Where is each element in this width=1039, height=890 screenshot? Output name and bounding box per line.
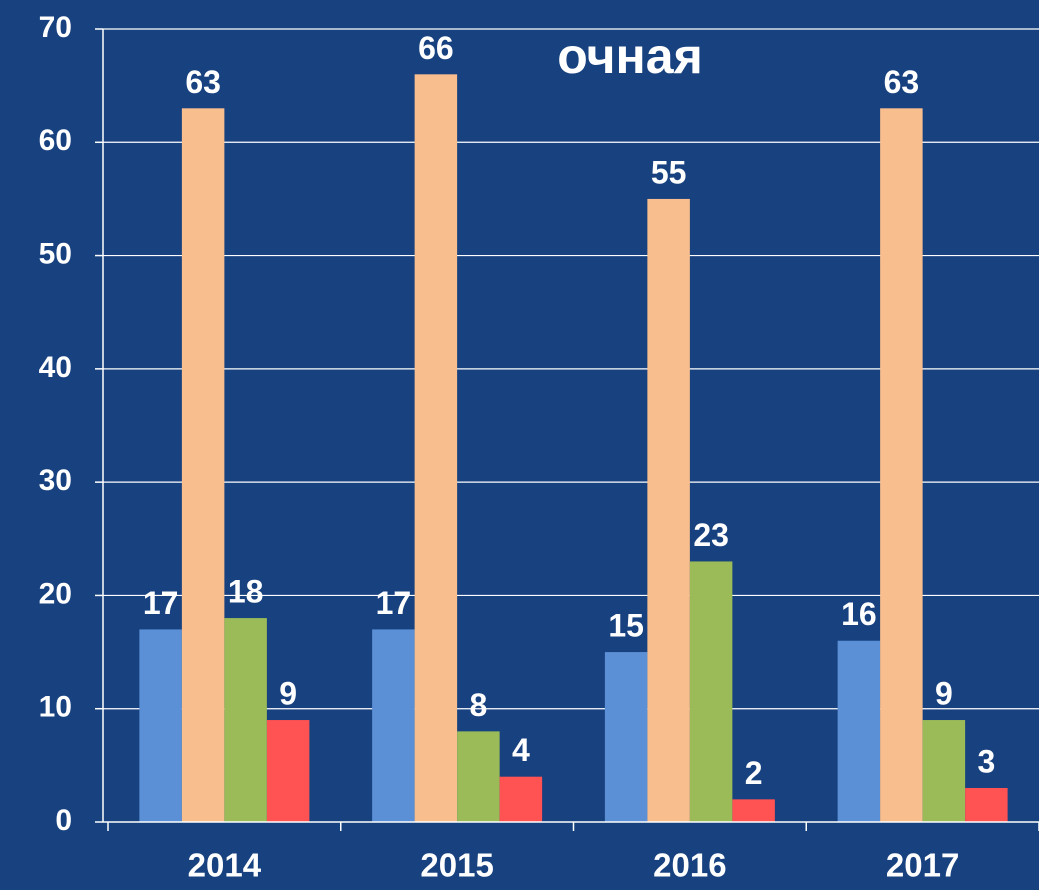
- data-label: 63: [884, 64, 920, 100]
- bar: [965, 788, 1008, 822]
- data-label: 55: [651, 154, 687, 190]
- data-label: 16: [841, 596, 877, 632]
- y-tick-label: 70: [39, 11, 72, 44]
- bar: [372, 629, 415, 822]
- bar: [880, 108, 923, 823]
- bar: [689, 561, 733, 822]
- data-label: 63: [185, 64, 221, 100]
- y-tick-label: 0: [55, 804, 72, 837]
- y-tick-label: 10: [39, 691, 72, 724]
- bar: [499, 776, 543, 822]
- y-tick-label: 40: [39, 351, 72, 384]
- bar: [457, 731, 500, 822]
- bar: [732, 799, 775, 822]
- y-tick-label: 60: [39, 124, 72, 157]
- bar: [181, 108, 225, 823]
- y-tick-label: 30: [39, 464, 72, 497]
- bar: [266, 720, 310, 822]
- bar: [414, 74, 458, 823]
- x-tick-label: 2016: [653, 847, 726, 884]
- x-tick-label: 2017: [886, 847, 959, 884]
- bar: [139, 629, 182, 822]
- data-label: 8: [469, 687, 487, 723]
- bar: [837, 640, 881, 822]
- data-label: 9: [935, 675, 953, 711]
- data-label: 23: [693, 517, 729, 553]
- data-label: 18: [228, 574, 264, 610]
- bar: [604, 652, 648, 822]
- bar: [224, 618, 267, 822]
- x-tick-label: 2015: [420, 847, 493, 884]
- data-label: 4: [512, 732, 530, 768]
- chart-title: очная: [557, 28, 703, 84]
- bar: [647, 198, 690, 822]
- y-tick-label: 50: [39, 237, 72, 270]
- data-label: 17: [143, 585, 179, 621]
- data-label: 15: [608, 608, 644, 644]
- data-label: 66: [418, 30, 454, 66]
- data-label: 9: [279, 675, 297, 711]
- y-tick-label: 20: [39, 577, 72, 610]
- x-tick-label: 2014: [188, 847, 262, 884]
- data-label: 3: [977, 743, 995, 779]
- bar: [922, 720, 966, 822]
- data-label: 2: [745, 755, 763, 791]
- data-label: 17: [376, 585, 412, 621]
